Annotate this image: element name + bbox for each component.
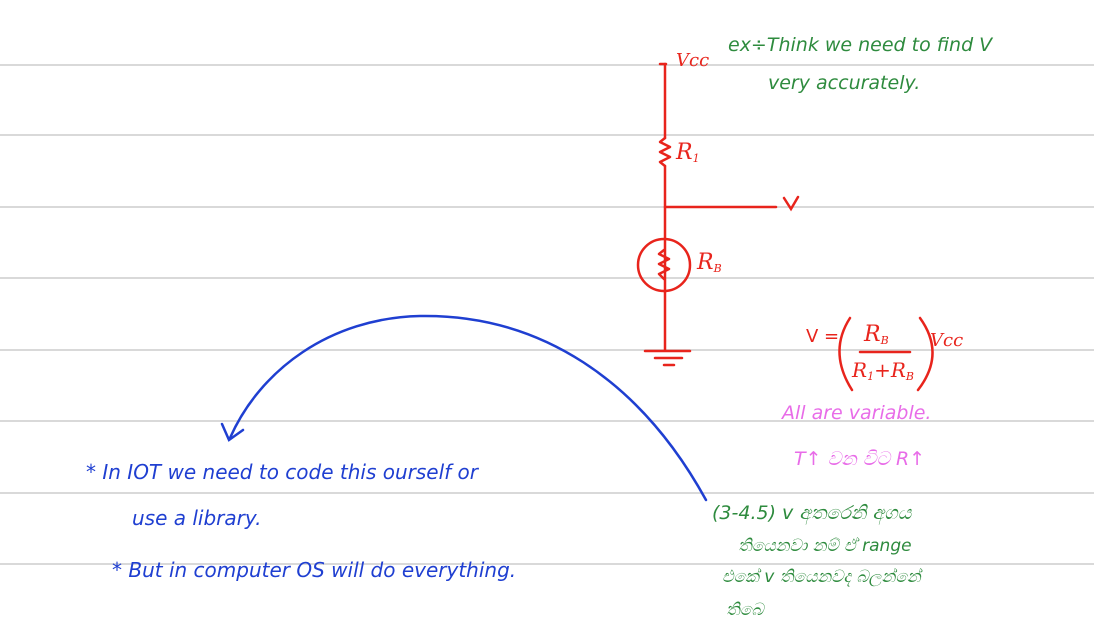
left-paren bbox=[838, 316, 854, 392]
formula-vcc: Vcc bbox=[930, 330, 964, 351]
variable-note: All are variable. bbox=[782, 402, 932, 424]
example-note-line2: very accurately. bbox=[768, 72, 921, 94]
temperature-note: T↑ වන විට R↑ bbox=[794, 448, 926, 470]
formula-lhs: V = bbox=[806, 326, 840, 347]
example-note-line1: ex÷Think we need to find V bbox=[728, 34, 993, 56]
rule-line bbox=[0, 134, 1094, 136]
v-arrow-icon bbox=[782, 195, 800, 212]
formula-marks bbox=[838, 316, 934, 392]
iot-note-line2: use a library. bbox=[132, 506, 262, 530]
voltage-divider-circuit bbox=[636, 62, 778, 367]
v-output-label: V bbox=[800, 188, 801, 189]
rule-line bbox=[0, 349, 1094, 351]
rule-line bbox=[0, 277, 1094, 279]
thermistor-circle-icon bbox=[636, 237, 692, 293]
os-note: * But in computer OS will do everything. bbox=[112, 558, 517, 582]
rule-line bbox=[0, 492, 1094, 494]
resistor-r1-icon bbox=[658, 136, 672, 168]
rule-line bbox=[0, 420, 1094, 422]
formula-denominator: R1+RB bbox=[852, 358, 914, 383]
rule-line bbox=[0, 64, 1094, 66]
vcc-label: Vcc bbox=[676, 50, 710, 71]
rule-line bbox=[0, 563, 1094, 565]
r1-label: R1 bbox=[676, 140, 700, 165]
blue-arc-arrow-icon bbox=[220, 314, 708, 502]
range-note-line3: එකේ v තියෙනවද බලන්නේ bbox=[722, 567, 921, 587]
resistor-rb-icon bbox=[657, 248, 671, 281]
range-note-line1: (3-4.5) v අතරෙනි අගය bbox=[712, 502, 912, 524]
iot-note-line1: * In IOT we need to code this ourself or bbox=[86, 460, 479, 484]
rb-label: RB bbox=[697, 250, 722, 275]
formula-numerator: RB bbox=[864, 322, 889, 347]
right-paren bbox=[916, 316, 934, 392]
ground-icon bbox=[643, 349, 692, 367]
range-note-line4: තිබෙ bbox=[726, 600, 764, 620]
rule-line bbox=[0, 206, 1094, 208]
range-note-line2: තියෙනවා නම් ඒ range bbox=[738, 536, 912, 556]
